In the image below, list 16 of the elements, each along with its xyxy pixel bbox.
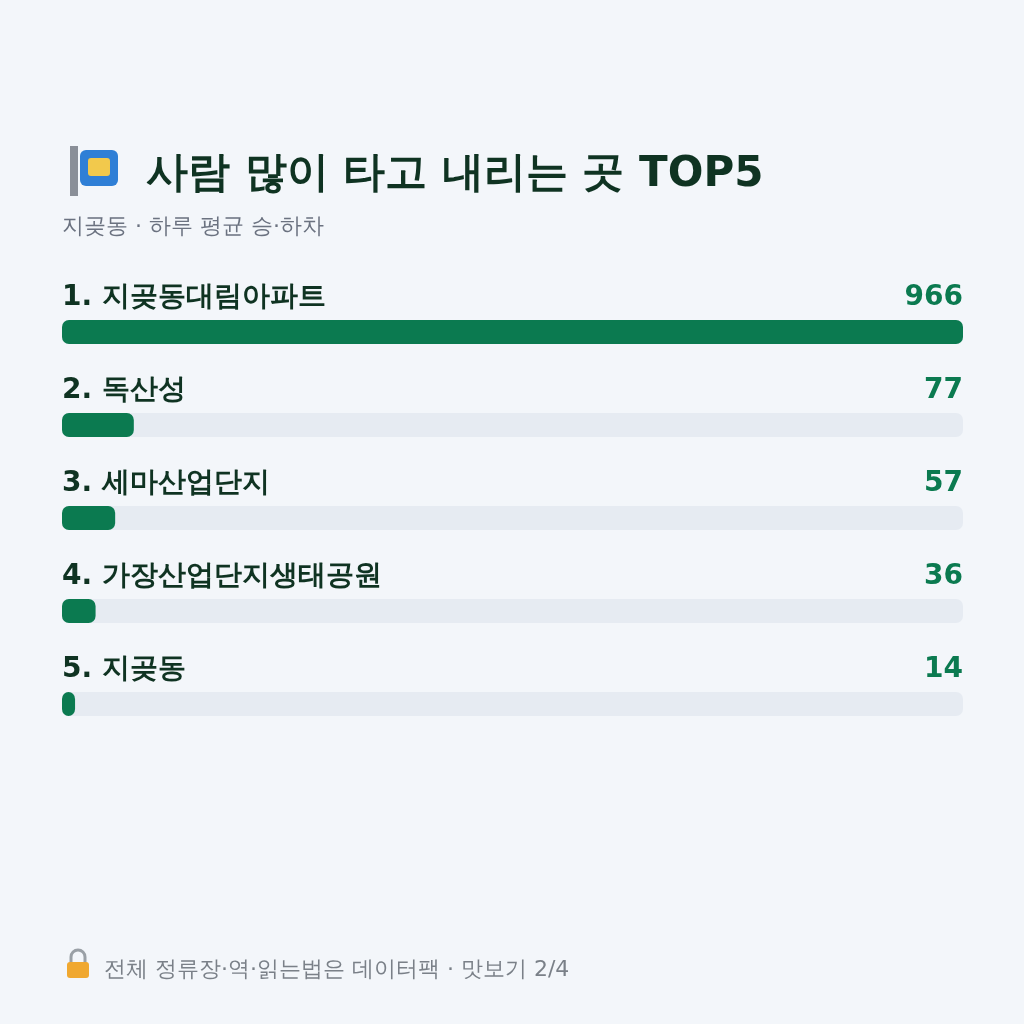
data-label: 14 xyxy=(924,651,963,684)
y-tick-label: 2. 독산성 xyxy=(62,372,186,405)
chart-title: 사람 많이 타고 내리는 곳 TOP5 xyxy=(146,147,764,196)
chart-subtitle: 지곶동 · 하루 평균 승·하차 xyxy=(62,213,324,238)
y-tick-label: 5. 지곶동 xyxy=(62,651,186,684)
bar xyxy=(62,413,134,437)
y-tick-label: 3. 세마산업단지 xyxy=(62,465,270,498)
data-label: 77 xyxy=(924,372,963,405)
bar xyxy=(62,506,116,530)
data-label: 57 xyxy=(924,465,963,498)
data-label: 966 xyxy=(904,279,963,312)
data-label: 36 xyxy=(924,558,963,591)
text: 전체 정류장·역·읽는법은 데이터팩 · 맛보기 2/4 xyxy=(104,956,570,981)
y-tick-label: 4. 가장산업단지생태공원 xyxy=(62,558,382,591)
y-tick-label: 1. 지곶동대림아파트 xyxy=(62,279,326,312)
bar xyxy=(62,599,96,623)
